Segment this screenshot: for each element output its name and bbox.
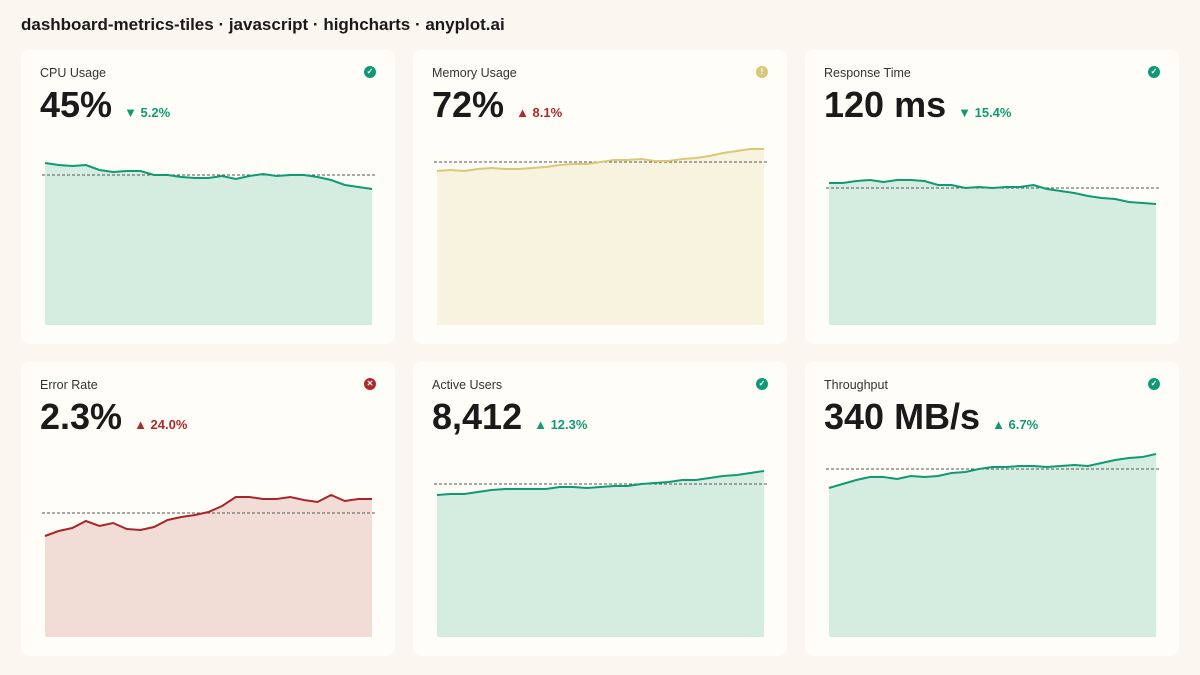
metric-tile: Response Time 120 ms ▼ 15.4% ✓ (805, 50, 1179, 344)
metric-head: 120 ms ▼ 15.4% (824, 84, 1011, 126)
metric-name: CPU Usage (40, 66, 106, 80)
status-icon: ✓ (364, 66, 376, 78)
page-title: dashboard-metrics-tiles · javascript · h… (21, 15, 505, 34)
metric-name: Response Time (824, 66, 911, 80)
area (829, 454, 1156, 637)
sparkline (826, 453, 1159, 637)
metric-value: 72% (432, 84, 505, 125)
status-icon: ✓ (1148, 66, 1160, 78)
sparkline (434, 148, 767, 325)
area (437, 471, 764, 637)
metric-tile: Error Rate 2.3% ▲ 24.0% ✕ (21, 362, 395, 656)
sparkline (434, 470, 767, 637)
metric-name: Active Users (432, 378, 503, 392)
area (829, 180, 1156, 325)
metric-tile: Memory Usage 72% ▲ 8.1%! (413, 50, 787, 344)
metric-value: 2.3% (40, 396, 123, 437)
metric-name: Error Rate (40, 378, 98, 392)
metric-change: ▲ 12.3% (534, 417, 588, 432)
metric-change: ▲ 6.7% (992, 417, 1039, 432)
sparkline (826, 178, 1159, 325)
metric-name: Memory Usage (432, 66, 517, 80)
status-icon: ✓ (1148, 378, 1160, 390)
line (828, 453, 1157, 489)
metric-tile: Throughput 340 MB/s ▲ 6.7% ✓ (805, 362, 1179, 656)
metric-head: 340 MB/s ▲ 6.7% (824, 396, 1038, 438)
area (45, 495, 372, 637)
metric-value: 340 MB/s (824, 396, 981, 437)
area (437, 149, 764, 325)
metric-change: ▲ 8.1% (516, 105, 563, 120)
metric-change: ▼ 15.4% (958, 105, 1012, 120)
status-icon: ! (756, 66, 768, 78)
metric-head: 72% ▲ 8.1% (432, 84, 562, 126)
metric-tile: Active Users 8,412 ▲ 12.3% ✓ (413, 362, 787, 656)
sparkline (42, 162, 375, 325)
metric-name: Throughput (824, 378, 888, 392)
metric-head: 45% ▼ 5.2% (40, 84, 170, 126)
metric-head: 2.3% ▲ 24.0% (40, 396, 187, 438)
line (829, 178, 1157, 205)
line (44, 162, 373, 190)
metric-value: 8,412 (432, 396, 523, 437)
sparkline (42, 493, 375, 637)
status-icon: ✕ (364, 378, 376, 390)
line (436, 470, 765, 496)
metric-change: ▲ 24.0% (134, 417, 188, 432)
line (44, 493, 372, 537)
metric-value: 45% (40, 84, 113, 125)
area (45, 163, 372, 325)
line (436, 148, 764, 173)
metric-head: 8,412 ▲ 12.3% (432, 396, 587, 438)
metric-tile: CPU Usage 45% ▼ 5.2% ✓ (21, 50, 395, 344)
metric-value: 120 ms (824, 84, 947, 125)
status-icon: ✓ (756, 378, 768, 390)
metric-change: ▼ 5.2% (124, 105, 171, 120)
